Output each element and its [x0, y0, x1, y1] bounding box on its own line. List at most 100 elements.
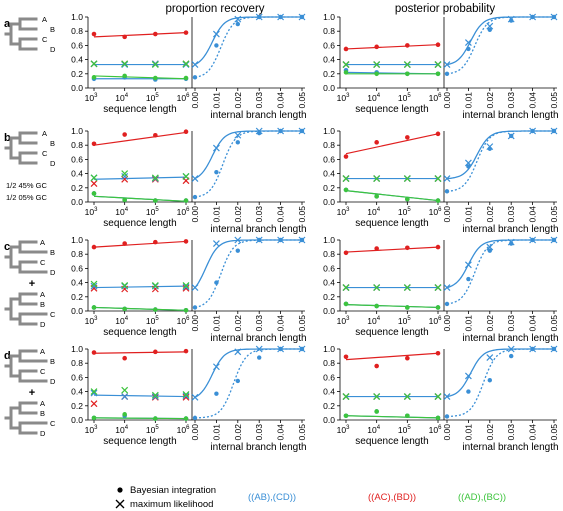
x-tick-base: 10 [85, 425, 95, 435]
cross-stroke [151, 174, 159, 182]
data-point-bayesian [374, 44, 379, 50]
taxon-label: B [50, 139, 55, 148]
data-point-bayesian [551, 14, 557, 20]
data-point-bayesian [551, 128, 557, 134]
taxon-label: B [50, 357, 55, 366]
legend-tree-ac: ((AC),(BD)) [368, 492, 416, 503]
data-point-bayesian [192, 415, 198, 421]
data-point-ml [121, 393, 129, 400]
data-point-ml [212, 363, 220, 371]
gc-content-label: 1/2 05% GC [6, 193, 47, 202]
x-tick-label: 0.02 [485, 92, 495, 109]
data-point-bayesian [435, 350, 441, 356]
cross-stroke [464, 261, 472, 269]
data-point-bayesian [466, 276, 471, 282]
x-tick-exp: 6 [438, 316, 442, 322]
x-tick-exp: 3 [94, 207, 98, 213]
taxon-label: B [40, 409, 45, 418]
y-tick-label: 0.0 [71, 415, 83, 425]
data-point-bayesian [192, 305, 198, 310]
data-point-ml [90, 389, 98, 397]
tree-branch [4, 17, 38, 51]
data-point-bayesian [466, 164, 471, 169]
data-point-ml [90, 388, 98, 396]
cross-stroke [212, 144, 220, 152]
data-point-ml [182, 173, 190, 180]
x-axis-label: internal branch length [210, 224, 306, 235]
cross-stroke [90, 174, 98, 182]
cross-stroke [121, 175, 129, 183]
x-tick-label: 0.03 [506, 92, 516, 109]
fit-line-ad [93, 417, 187, 420]
data-point-bayesian [183, 198, 189, 203]
data-point-bayesian [153, 239, 158, 245]
x-tick-base: 10 [398, 93, 408, 103]
data-point-ml [464, 372, 472, 380]
data-point-bayesian [257, 14, 262, 20]
fit-line-ac [345, 44, 439, 50]
x-tick-base: 10 [367, 93, 377, 103]
data-point-ml [151, 391, 159, 399]
cross-stroke [434, 284, 442, 291]
x-axis-label: sequence length [355, 104, 428, 115]
x-tick-label: 0.05 [549, 92, 559, 109]
x-tick-label: 104 [367, 93, 380, 103]
x-tick-label: 106 [177, 316, 190, 326]
x-tick-label: 105 [146, 316, 159, 326]
x-tick-base: 10 [177, 207, 187, 217]
fit-line-ad [93, 195, 187, 202]
x-axis-label: sequence length [103, 104, 176, 115]
data-point-bayesian [343, 301, 349, 307]
data-point-bayesian [278, 237, 283, 243]
y-tick-label: 0.2 [323, 69, 335, 79]
data-point-ml [443, 284, 451, 291]
x-tick-label: 104 [115, 207, 128, 217]
fit-line-ml [93, 176, 187, 180]
x-tick-label: 104 [367, 207, 380, 217]
x-tick-base: 10 [367, 316, 377, 326]
data-point-ml [182, 391, 190, 398]
x-tick-base: 10 [367, 425, 377, 435]
cross-stroke [234, 15, 242, 23]
y-tick-label: 0.2 [71, 292, 83, 302]
x-tick-base: 10 [429, 425, 439, 435]
data-point-ml [121, 60, 129, 68]
x-tick-label: 0.05 [549, 206, 559, 223]
data-point-bayesian [530, 346, 535, 352]
x-tick-label: 104 [367, 425, 380, 435]
cross-stroke [121, 386, 129, 394]
cross-stroke [182, 173, 190, 180]
plus-sign: + [29, 387, 35, 399]
x-axis-label: internal branch length [210, 442, 306, 453]
data-point-ml [234, 348, 242, 356]
cross-stroke [464, 159, 472, 167]
y-tick-label: 0.2 [323, 292, 335, 302]
x-tick-label: 103 [85, 316, 98, 326]
data-point-ml [342, 61, 350, 68]
legend: Bayesian integration maximum likelihood … [115, 485, 506, 510]
data-point-bayesian [91, 191, 97, 196]
data-point-ml [434, 175, 442, 182]
data-point-bayesian [374, 246, 379, 251]
x-tick-label: 0.00 [442, 206, 452, 223]
data-point-bayesian [153, 349, 158, 355]
data-point-ml [403, 284, 411, 291]
cross-stroke [234, 131, 242, 139]
y-tick-label: 1.0 [71, 235, 83, 245]
y-tick-label: 0.0 [71, 197, 83, 207]
tree-branch [4, 131, 38, 165]
y-tick-label: 1.0 [323, 126, 335, 136]
cross-stroke [342, 61, 350, 68]
data-point-bayesian [91, 415, 97, 421]
data-point-bayesian [235, 140, 240, 145]
data-point-bayesian [466, 389, 471, 394]
x-tick-label: 0.02 [233, 92, 243, 109]
cross-stroke [443, 61, 451, 68]
taxon-label: C [50, 310, 56, 319]
